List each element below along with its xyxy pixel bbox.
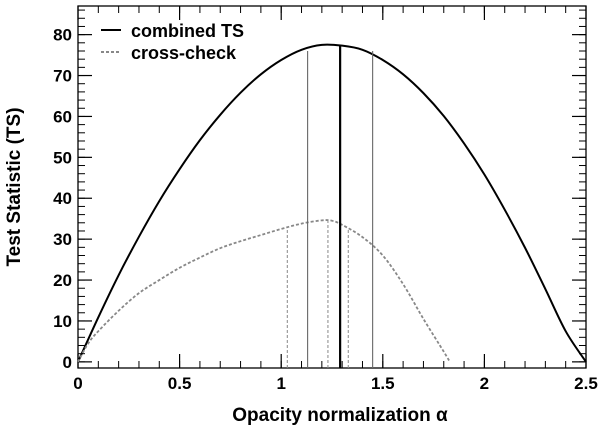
- axis-tick-labels: 0 0.5 1 1.5 2 2.5 0 10 20 30 40 50 60 70 80: [53, 26, 598, 393]
- legend-label-cross-check: cross-check: [131, 43, 237, 63]
- legend-label-combined: combined TS: [131, 21, 244, 41]
- y-tick-label: 60: [53, 107, 72, 126]
- x-tick-label: 2: [480, 374, 489, 393]
- axis-ticks: [77, 6, 587, 368]
- x-tick-label: 0: [73, 374, 82, 393]
- x-tick-label: 0.5: [168, 374, 192, 393]
- x-tick-label: 1.5: [371, 374, 395, 393]
- y-tick-label: 80: [53, 26, 72, 45]
- y-axis-title: Test Statistic (TS): [4, 107, 25, 266]
- series-line-combined: [77, 43, 587, 363]
- y-tick-label: 40: [53, 189, 72, 208]
- y-tick-label: 20: [53, 271, 72, 290]
- plot-frame: [77, 5, 587, 369]
- y-tick-label: 0: [63, 353, 72, 372]
- y-tick-label: 50: [53, 148, 72, 167]
- x-axis-title: Opacity normalization α: [232, 405, 448, 426]
- y-tick-label: 70: [53, 67, 72, 86]
- legend: combined TS cross-check: [101, 21, 244, 63]
- y-tick-label: 30: [53, 230, 72, 249]
- vertical-lines-layer: [286, 45, 374, 368]
- x-tick-label: 2.5: [574, 374, 598, 393]
- series-line-cross-check: [77, 219, 451, 363]
- y-tick-label: 10: [53, 312, 72, 331]
- series-layer: [77, 43, 587, 363]
- x-tick-label: 1: [276, 374, 285, 393]
